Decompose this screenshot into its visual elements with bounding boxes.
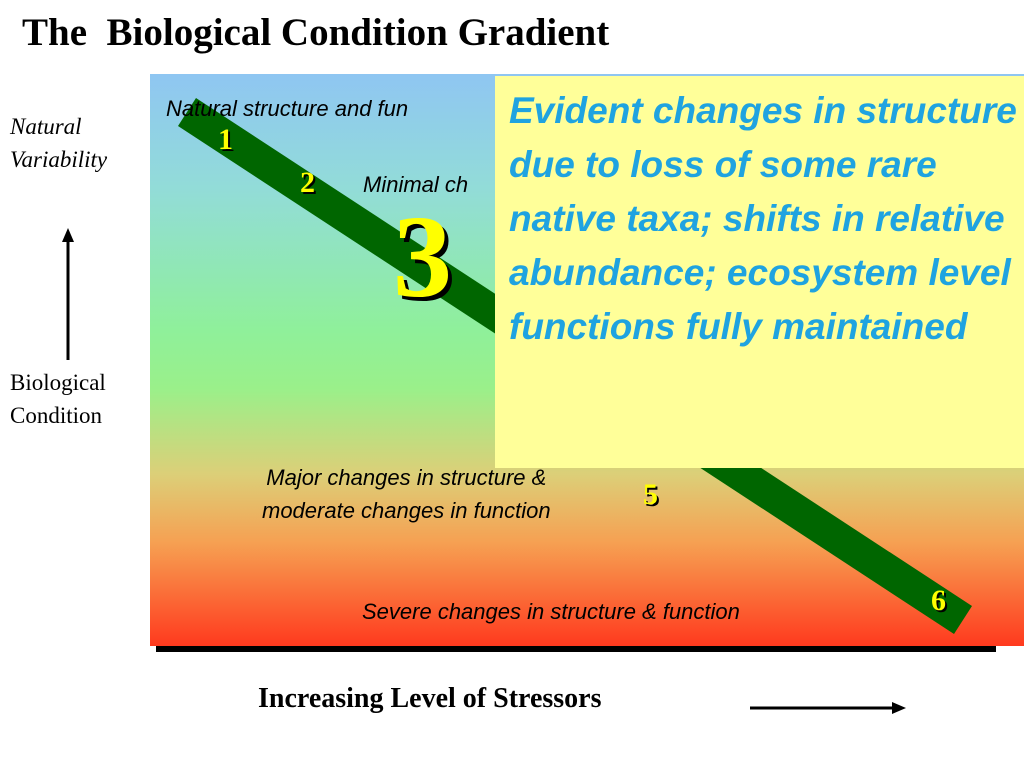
x-axis-label: Increasing Level of Stressors (258, 683, 602, 714)
biological-condition-label: Biological Condition (10, 370, 106, 428)
level-6-number: 6 (931, 584, 946, 617)
natural-variability-label: Natural Variability (10, 114, 108, 172)
stage-2-description: Minimal ch (363, 172, 469, 197)
stage-1-description: Natural structure and fun (166, 96, 409, 121)
right-arrow-icon (750, 702, 906, 714)
level-3-number: 3 (393, 191, 452, 322)
slide-title: The Biological Condition Gradient (22, 11, 610, 54)
up-arrow-icon (62, 228, 74, 360)
stage-6-description: Severe changes in structure & function (362, 599, 740, 624)
level-3-callout-box: Evident changes in structure due to loss… (495, 76, 1024, 468)
level-1-number: 1 (218, 123, 233, 156)
level-2-number: 2 (300, 166, 315, 199)
stage-5-description: Major changes in structure & moderate ch… (262, 465, 551, 523)
callout-text: Evident changes in structure due to loss… (509, 90, 1017, 347)
level-5-number: 5 (643, 478, 658, 511)
